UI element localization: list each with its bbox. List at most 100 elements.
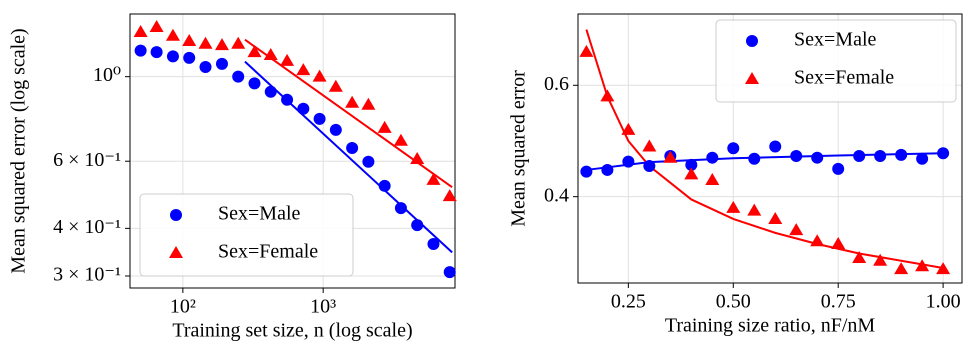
x-tick-label: 1.00	[926, 291, 961, 313]
x-tick-label: 10²	[170, 296, 196, 318]
triangle-marker	[873, 253, 888, 266]
triangle-marker	[426, 172, 441, 185]
triangle-marker	[579, 44, 594, 57]
triangle-marker	[726, 200, 741, 213]
triangle-marker	[247, 45, 262, 58]
triangle-marker	[894, 262, 909, 275]
circle-marker	[378, 179, 391, 192]
triangle-marker	[810, 234, 825, 247]
y-axis-label: Mean squared error (log scale)	[8, 28, 30, 273]
y-tick-label: 4 × 10⁻¹	[53, 216, 121, 238]
triangle-marker	[280, 53, 295, 66]
circle-marker	[248, 77, 261, 90]
triangle-marker	[705, 172, 720, 185]
circle-marker	[937, 147, 950, 160]
circle-marker	[329, 123, 342, 136]
triangle-marker	[361, 97, 376, 110]
triangle-marker	[214, 38, 229, 51]
circle-marker	[706, 151, 719, 164]
circle-marker	[427, 237, 440, 250]
triangle-marker	[393, 133, 408, 146]
triangle-marker	[621, 122, 636, 135]
circle-marker	[232, 70, 245, 83]
circle-marker	[601, 163, 614, 176]
circle-marker	[769, 140, 782, 153]
legend-marker	[745, 72, 759, 84]
x-tick-label: 0.75	[821, 291, 856, 313]
circle-marker	[916, 152, 929, 165]
y-tick-label: 0.4	[544, 184, 569, 206]
circle-marker	[264, 85, 277, 98]
plot-frame	[129, 13, 456, 289]
triangle-marker	[263, 47, 278, 60]
triangle-marker	[768, 211, 783, 224]
x-axis-label: Training set size, n (log scale)	[172, 320, 412, 342]
circle-marker	[215, 57, 228, 70]
y-tick-label: 0.6	[544, 73, 569, 95]
legend-box	[139, 193, 354, 277]
triangle-marker	[328, 79, 343, 92]
circle-marker	[790, 150, 803, 163]
circle-marker	[411, 219, 424, 232]
legend-label: Sex=Male	[218, 203, 300, 225]
triangle-marker	[345, 95, 360, 108]
circle-marker	[166, 50, 179, 63]
circle-marker	[811, 151, 824, 164]
triangle-marker	[133, 24, 148, 37]
circle-marker	[580, 165, 593, 178]
legend-marker	[170, 209, 182, 221]
fit-line	[244, 38, 453, 188]
circle-marker	[313, 112, 326, 125]
y-axis-label: Mean squared error	[508, 70, 530, 227]
triangle-marker	[165, 28, 180, 41]
x-tick-label: 10³	[310, 296, 336, 318]
triangle-marker	[642, 139, 657, 152]
circle-marker	[134, 44, 147, 57]
circle-marker	[832, 162, 845, 175]
circle-marker	[281, 93, 294, 106]
triangle-marker	[852, 250, 867, 263]
circle-marker	[748, 152, 761, 165]
triangle-marker	[231, 36, 246, 49]
triangle-marker	[789, 223, 804, 236]
circle-marker	[874, 150, 887, 163]
y-tick-label: 3 × 10⁻¹	[53, 264, 121, 286]
circle-marker	[362, 155, 375, 168]
x-axis-label: Training size ratio, nF/nM	[665, 315, 876, 337]
triangle-marker	[831, 237, 846, 250]
circle-marker	[622, 155, 635, 168]
circle-marker	[853, 150, 866, 163]
fit-line	[585, 29, 944, 269]
y-tick-label: 6 × 10⁻¹	[53, 149, 121, 171]
circle-marker	[685, 158, 698, 171]
triangle-marker	[377, 120, 392, 133]
triangle-marker	[312, 69, 327, 82]
legend-marker	[746, 35, 758, 47]
legend-label: Sex=Male	[794, 29, 876, 51]
triangle-marker	[936, 262, 951, 275]
legend-label: Sex=Female	[794, 67, 894, 89]
triangle-marker	[747, 203, 762, 216]
circle-marker	[443, 266, 456, 279]
triangle-marker	[684, 167, 699, 180]
circle-marker	[297, 102, 310, 115]
circle-marker	[394, 202, 407, 215]
triangle-marker	[915, 259, 930, 272]
triangle-marker	[149, 19, 164, 32]
legend-box	[715, 19, 957, 103]
circle-marker	[727, 142, 740, 155]
legend-marker	[169, 246, 183, 258]
plot-frame	[577, 13, 963, 284]
legend-label: Sex=Female	[218, 241, 318, 263]
triangle-marker	[442, 189, 457, 202]
triangle-marker	[600, 89, 615, 102]
circle-marker	[643, 160, 656, 173]
circle-marker	[150, 46, 163, 59]
circle-marker	[346, 141, 359, 154]
circle-marker	[183, 51, 196, 64]
triangle-marker	[198, 36, 213, 49]
x-tick-label: 0.25	[611, 291, 646, 313]
triangle-marker	[296, 63, 311, 76]
